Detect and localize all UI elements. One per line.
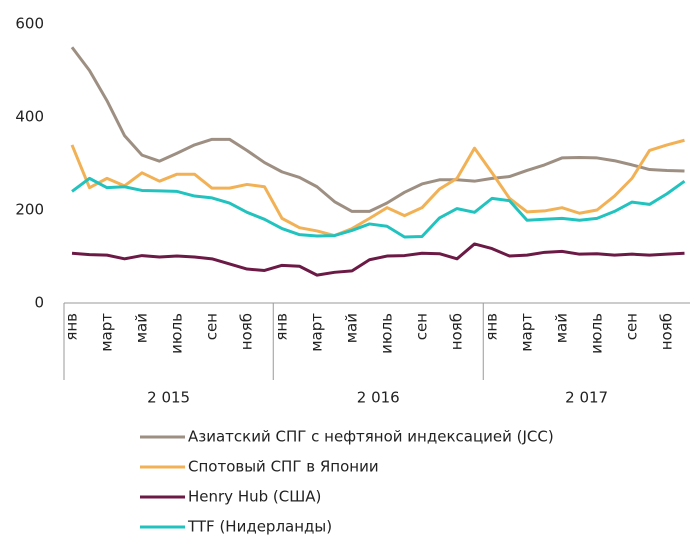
x-tick-label: сен xyxy=(413,313,431,340)
legend-label: Спотовый СПГ в Японии xyxy=(188,458,379,476)
legend-label: Азиатский СПГ с нефтяной индексацией (JC… xyxy=(188,428,554,446)
x-tick-label: май xyxy=(133,313,151,343)
series-line xyxy=(71,242,685,277)
x-tick-label: янв xyxy=(483,313,501,341)
x-tick-label: янв xyxy=(273,313,291,341)
x-tick-label: март xyxy=(98,313,116,352)
group-label: 2 015 xyxy=(147,389,190,407)
x-tick-label: нояб xyxy=(448,313,466,350)
x-tick-label: март xyxy=(308,313,326,352)
y-tick-label: 600 xyxy=(15,15,44,33)
legend-label: Henry Hub (США) xyxy=(188,488,321,506)
x-tick-label: март xyxy=(518,313,536,352)
x-tick-label: июль xyxy=(168,313,186,354)
x-tick-label: сен xyxy=(203,313,221,340)
x-tick-label: июль xyxy=(588,313,606,354)
x-tick-label: нояб xyxy=(238,313,256,350)
y-tick-label: 400 xyxy=(15,108,44,126)
x-tick-label: май xyxy=(553,313,571,343)
series-line xyxy=(71,176,686,239)
group-label: 2 016 xyxy=(357,389,400,407)
x-tick-label: сен xyxy=(623,313,641,340)
x-tick-label: май xyxy=(343,313,361,343)
y-tick-label: 200 xyxy=(15,201,44,219)
series-line xyxy=(70,46,685,213)
x-tick-label: июль xyxy=(378,313,396,354)
group-label: 2 017 xyxy=(565,389,608,407)
x-tick-label: нояб xyxy=(658,313,676,350)
x-tick-label: янв xyxy=(63,313,81,341)
y-tick-label: 0 xyxy=(34,294,44,312)
series-line xyxy=(70,138,685,238)
legend-label: TTF (Нидерланды) xyxy=(187,518,332,536)
